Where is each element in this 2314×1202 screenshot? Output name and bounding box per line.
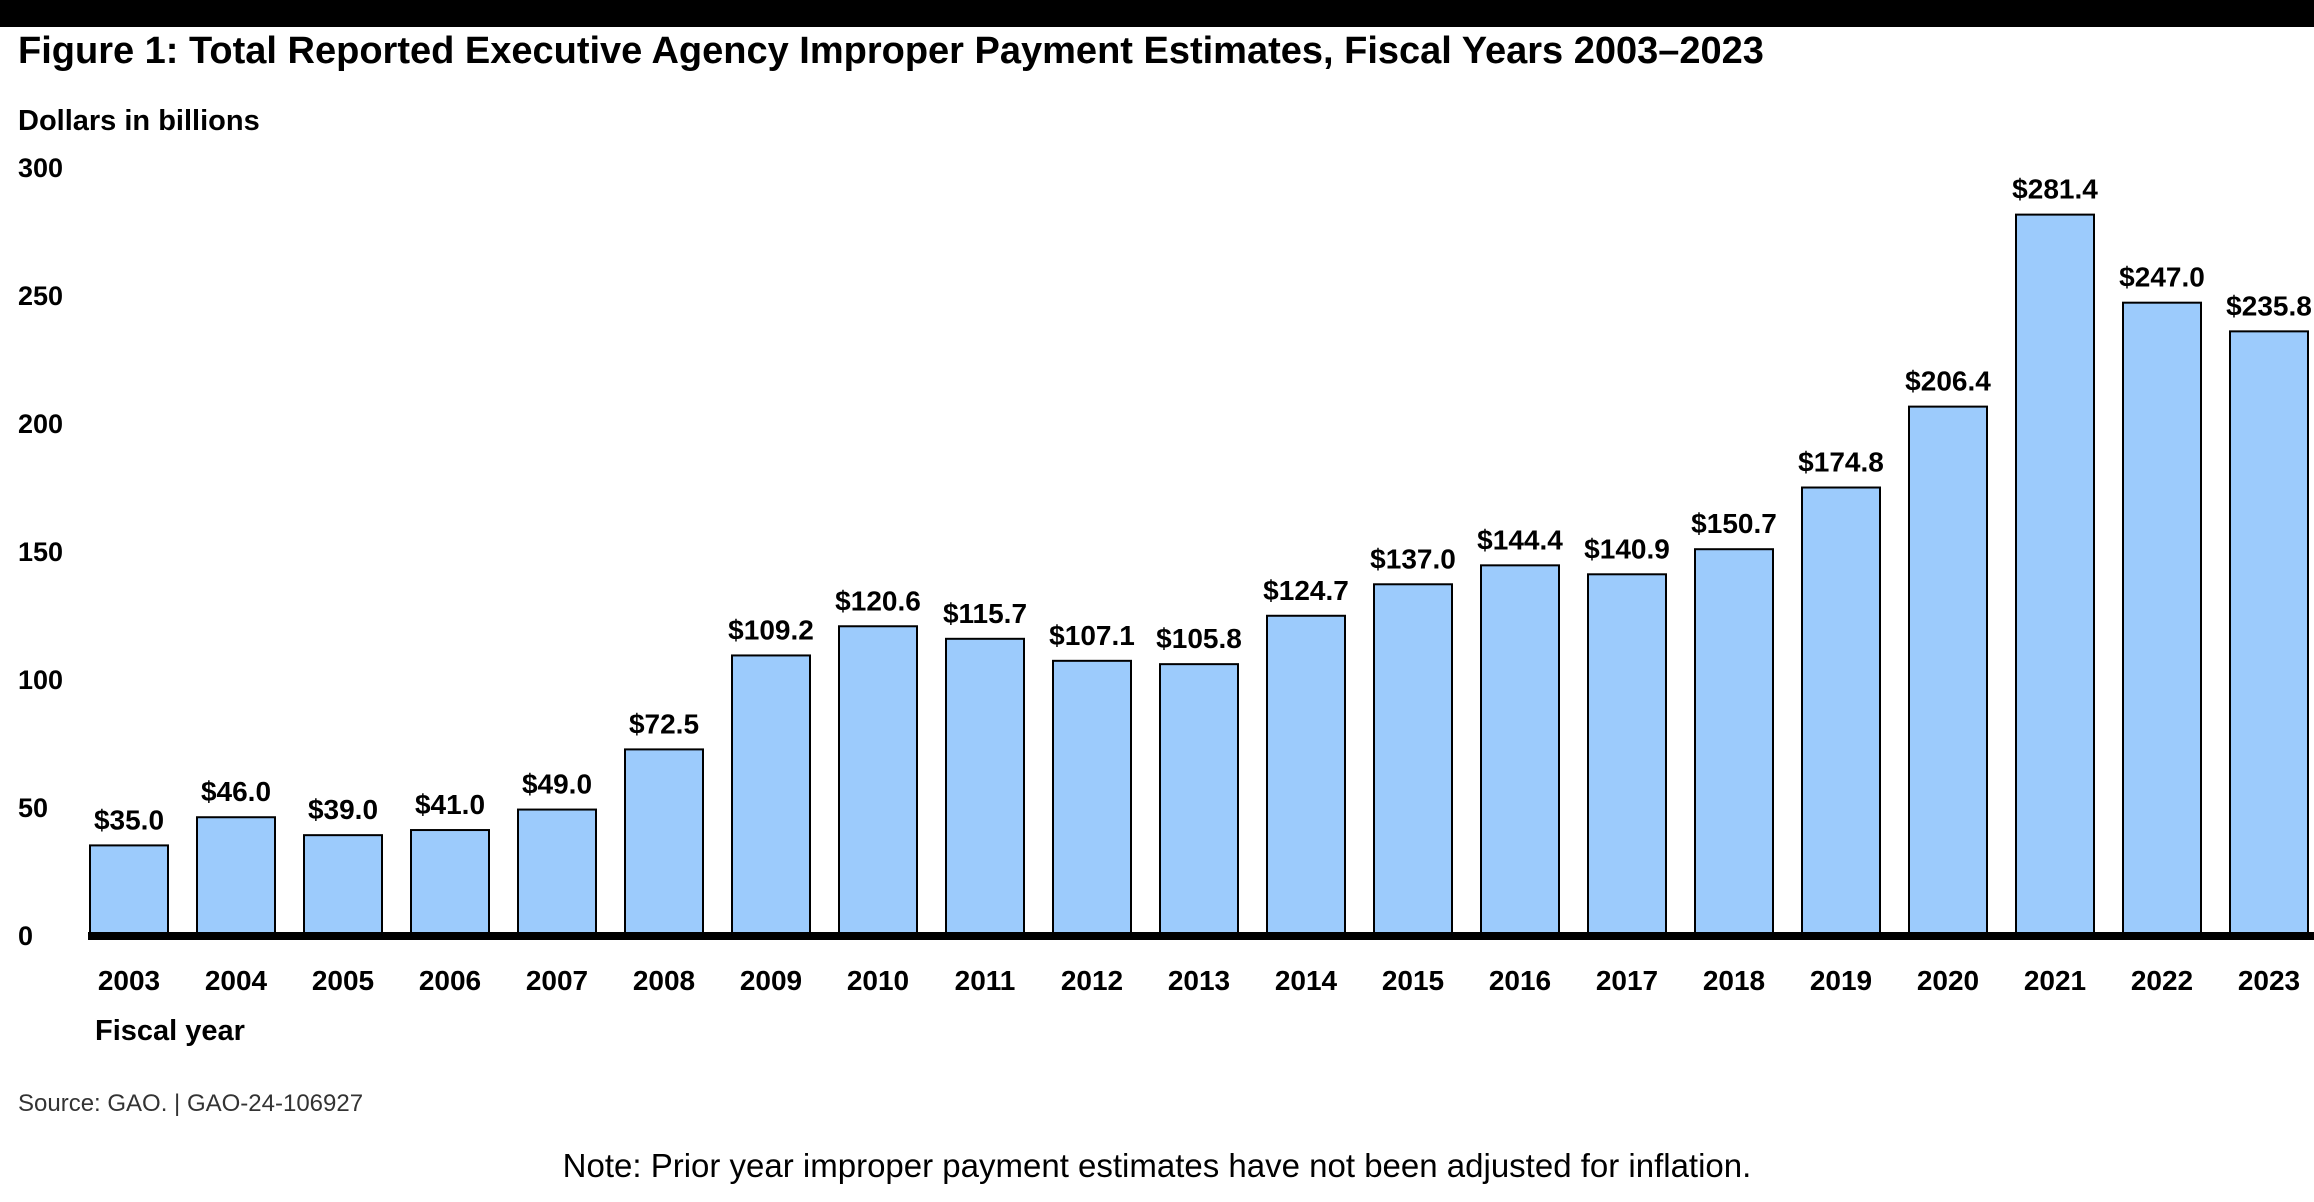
y-tick-label: 100 xyxy=(18,665,63,695)
y-tick-label: 200 xyxy=(18,409,63,439)
bar-2004 xyxy=(196,816,276,936)
bar-2003 xyxy=(89,844,169,937)
bar-2013 xyxy=(1159,663,1239,936)
bar-2014 xyxy=(1266,614,1346,936)
data-label-2015: $137.0 xyxy=(1370,543,1456,574)
y-axis-title: Dollars in billions xyxy=(18,105,260,137)
top-rule xyxy=(0,0,2314,27)
bar-2017 xyxy=(1587,573,1667,937)
x-tick-label-2016: 2016 xyxy=(1489,965,1551,996)
x-tick-label-2009: 2009 xyxy=(740,965,802,996)
x-tick-label-2008: 2008 xyxy=(633,965,695,996)
data-label-2014: $124.7 xyxy=(1263,575,1349,606)
data-label-2010: $120.6 xyxy=(835,585,921,616)
figure-title: Figure 1: Total Reported Executive Agenc… xyxy=(18,30,1764,72)
y-tick-label: 250 xyxy=(18,281,63,311)
source-note: Source: GAO. | GAO-24-106927 xyxy=(18,1090,364,1117)
x-tick-label-2018: 2018 xyxy=(1703,965,1765,996)
data-label-2008: $72.5 xyxy=(629,708,699,739)
x-tick-label-2012: 2012 xyxy=(1061,965,1123,996)
y-ticks: 0 50 100 150 200 250 300 xyxy=(18,153,63,951)
x-tick-label-2004: 2004 xyxy=(205,965,268,996)
data-label-2005: $39.0 xyxy=(308,794,378,825)
x-tick-label-2005: 2005 xyxy=(312,965,374,996)
bar-2019 xyxy=(1801,486,1881,936)
data-label-2022: $247.0 xyxy=(2119,262,2205,293)
bar-2023 xyxy=(2229,330,2309,936)
y-tick-label: 0 xyxy=(18,921,33,951)
data-label-2004: $46.0 xyxy=(201,776,271,807)
bar-2008 xyxy=(624,748,704,937)
data-label-2006: $41.0 xyxy=(415,789,485,820)
x-tick-label-2006: 2006 xyxy=(419,965,481,996)
bar-2011 xyxy=(945,637,1025,936)
bar-2005 xyxy=(303,834,383,936)
x-tick-label-2013: 2013 xyxy=(1168,965,1230,996)
x-tick-label-2023: 2023 xyxy=(2238,965,2300,996)
data-labels: $35.0 $46.0 $39.0 $41.0 $49.0 $72.5 $109.2 $120… xyxy=(94,174,2312,836)
bar-2022 xyxy=(2122,301,2202,936)
data-label-2017: $140.9 xyxy=(1584,533,1670,564)
y-tick-label: 300 xyxy=(18,153,63,183)
bars xyxy=(89,213,2309,937)
x-axis-title: Fiscal year xyxy=(95,1015,245,1047)
bar-2009 xyxy=(731,654,811,936)
x-tick-label-2003: 2003 xyxy=(98,965,160,996)
bar-2018 xyxy=(1694,548,1774,936)
data-label-2020: $206.4 xyxy=(1905,366,1991,397)
bar-2006 xyxy=(410,829,490,936)
x-tick-label-2011: 2011 xyxy=(955,965,1016,996)
x-tick-label-2010: 2010 xyxy=(847,965,909,996)
x-tick-label-2017: 2017 xyxy=(1596,965,1658,996)
x-tick-label-2020: 2020 xyxy=(1917,965,1979,996)
bar-2020 xyxy=(1908,405,1988,936)
bar-2010 xyxy=(838,625,918,936)
data-label-2011: $115.7 xyxy=(943,598,1027,629)
x-tick-label-2021: 2021 xyxy=(2024,965,2086,996)
footnote: Note: Prior year improper payment estima… xyxy=(562,1147,1752,1184)
bar-2016 xyxy=(1480,564,1560,936)
x-ticks: 2003 2004 2005 2006 2007 2008 2009 2010 2011 2012… xyxy=(98,965,2300,996)
data-label-2016: $144.4 xyxy=(1477,524,1563,555)
x-tick-label-2014: 2014 xyxy=(1275,965,1338,996)
data-label-2018: $150.7 xyxy=(1691,508,1777,539)
data-label-2009: $109.2 xyxy=(728,614,814,645)
x-tick-label-2007: 2007 xyxy=(526,965,588,996)
x-tick-label-2015: 2015 xyxy=(1382,965,1444,996)
bar-2021 xyxy=(2015,213,2095,936)
x-tick-label-2019: 2019 xyxy=(1810,965,1872,996)
data-label-2013: $105.8 xyxy=(1156,623,1242,654)
data-label-2012: $107.1 xyxy=(1049,620,1135,651)
data-label-2003: $35.0 xyxy=(94,804,164,835)
data-label-2023: $235.8 xyxy=(2226,290,2312,321)
y-tick-label: 150 xyxy=(18,537,63,567)
data-label-2007: $49.0 xyxy=(522,769,592,800)
data-label-2019: $174.8 xyxy=(1798,447,1884,478)
bar-2012 xyxy=(1052,659,1132,936)
y-tick-label: 50 xyxy=(18,793,48,823)
bar-2007 xyxy=(517,808,597,936)
data-label-2021: $281.4 xyxy=(2012,174,2098,205)
x-tick-label-2022: 2022 xyxy=(2131,965,2193,996)
bar-2015 xyxy=(1373,583,1453,937)
